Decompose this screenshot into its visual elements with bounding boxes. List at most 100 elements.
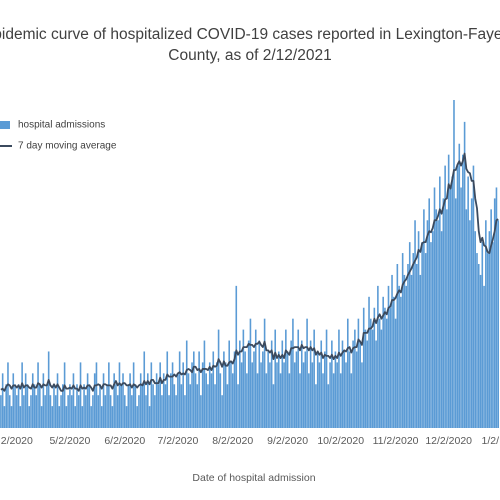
bar: [14, 384, 16, 428]
bar: [81, 406, 84, 428]
bar: [426, 220, 429, 428]
bar: [469, 220, 471, 428]
bar: [366, 340, 369, 428]
bar: [304, 351, 307, 428]
bar: [221, 395, 223, 428]
bar: [223, 351, 225, 428]
bar: [72, 373, 75, 428]
bar: [177, 373, 179, 428]
bar: [308, 373, 310, 428]
bar: [196, 384, 199, 428]
bar: [40, 406, 43, 428]
x-tick-label: 1/2/: [481, 435, 499, 447]
bar: [327, 384, 330, 428]
bar: [378, 318, 381, 428]
bar: [104, 395, 107, 428]
bar: [217, 329, 220, 428]
bar: [62, 384, 64, 428]
bar: [449, 187, 452, 428]
bar: [127, 384, 130, 428]
bar: [93, 373, 96, 428]
bar: [226, 384, 229, 428]
bar: [115, 384, 117, 428]
bar: [157, 384, 160, 428]
bar: [272, 384, 275, 428]
bar: [207, 384, 209, 428]
bar: [393, 296, 395, 428]
bar: [216, 362, 218, 428]
bar: [212, 351, 215, 428]
bar: [231, 373, 234, 428]
bar: [175, 395, 177, 428]
bar: [263, 318, 266, 428]
bar: [435, 209, 438, 428]
bar: [230, 362, 232, 428]
legend: hospital admissions 7 day moving average: [0, 120, 117, 152]
bar: [200, 395, 202, 428]
bar: [77, 395, 80, 428]
bar: [385, 318, 388, 428]
bar: [53, 384, 55, 428]
bar: [33, 384, 36, 428]
bar: [173, 384, 176, 428]
bar: [492, 242, 494, 428]
bar: [7, 362, 9, 428]
bar: [302, 362, 305, 428]
bar: [31, 373, 34, 428]
bar: [481, 242, 484, 428]
bar: [370, 318, 372, 428]
bar: [171, 362, 174, 428]
bar: [318, 362, 321, 428]
bar: [100, 406, 103, 428]
bar: [8, 395, 11, 428]
bar: [106, 384, 108, 428]
bar: [35, 395, 38, 428]
bar: [79, 362, 82, 428]
bar: [97, 395, 100, 428]
bar: [391, 274, 393, 428]
plot-area: [0, 100, 500, 428]
bar: [440, 231, 443, 428]
bar: [170, 373, 172, 428]
bar: [361, 362, 363, 428]
bar: [143, 351, 146, 428]
bar: [458, 143, 461, 428]
bar: [345, 362, 347, 428]
bar: [338, 329, 340, 428]
bar: [194, 373, 197, 428]
bar: [254, 329, 257, 428]
x-tick-label: 9/2/2020: [267, 435, 308, 447]
bar: [120, 384, 123, 428]
bar: [58, 406, 61, 428]
bar: [463, 121, 466, 428]
bar: [54, 395, 57, 428]
bar: [497, 220, 500, 428]
x-tick-label: 10/2/2020: [317, 435, 364, 447]
bar: [276, 362, 278, 428]
bar: [16, 395, 18, 428]
bar: [451, 176, 454, 428]
bar: [168, 395, 170, 428]
bar: [293, 362, 296, 428]
bar: [240, 362, 243, 428]
bar: [17, 384, 20, 428]
bar: [76, 384, 78, 428]
bar: [454, 198, 457, 428]
bar: [139, 373, 142, 428]
bar: [1, 373, 4, 428]
bar: [251, 362, 254, 428]
bar: [430, 242, 432, 428]
bar: [277, 351, 280, 428]
bar: [70, 395, 73, 428]
bar: [86, 373, 89, 428]
bar: [437, 220, 439, 428]
bar: [24, 373, 27, 428]
bar: [306, 318, 308, 428]
bar: [228, 340, 230, 428]
bar: [30, 395, 32, 428]
bar: [51, 406, 54, 428]
bar: [493, 198, 496, 428]
bar: [403, 274, 406, 428]
bar: [387, 285, 390, 428]
bar: [433, 187, 436, 428]
